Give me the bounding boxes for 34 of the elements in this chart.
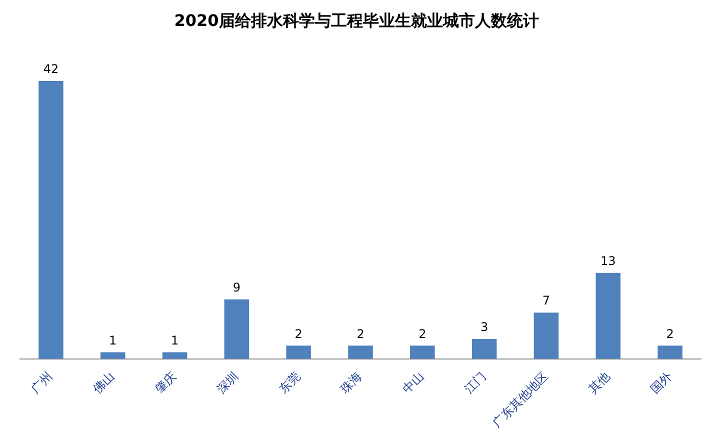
bar [38,81,64,359]
bar [472,339,497,359]
x-tick-label: 其他 [586,369,612,396]
data-label: 2 [294,326,302,341]
bar [224,299,250,359]
x-tick-label: 广州 [28,369,56,396]
x-tick-label: 东莞 [276,369,303,396]
x-tick-label: 深圳 [214,369,242,396]
bar [534,312,559,359]
bar [348,346,373,359]
data-label: 42 [43,62,59,76]
bar [162,352,188,359]
bar [286,346,311,359]
bar [410,346,435,359]
data-label: 9 [232,280,240,294]
data-label: 2 [356,326,364,341]
data-label: 2 [666,326,674,341]
data-label: 2 [418,326,426,341]
data-label: 3 [480,320,488,334]
data-label: 13 [600,254,616,268]
x-tick-label: 珠海 [338,369,365,396]
bar [100,352,126,359]
data-label: 1 [109,333,117,348]
data-label: 7 [542,294,550,308]
chart-title: 2020届给排水科学与工程毕业生就业城市人数统计 [174,10,539,30]
x-tick-label: 肇庆 [152,369,180,396]
bar [596,272,621,359]
data-label: 1 [170,333,179,348]
bar [658,346,682,359]
x-tick-label: 国外 [648,369,674,396]
x-tick-label: 江门 [462,369,489,396]
x-tick-label: 中山 [400,369,427,396]
x-tick-label: 广东其他地区 [490,369,551,430]
x-tick-label: 佛山 [90,369,118,396]
